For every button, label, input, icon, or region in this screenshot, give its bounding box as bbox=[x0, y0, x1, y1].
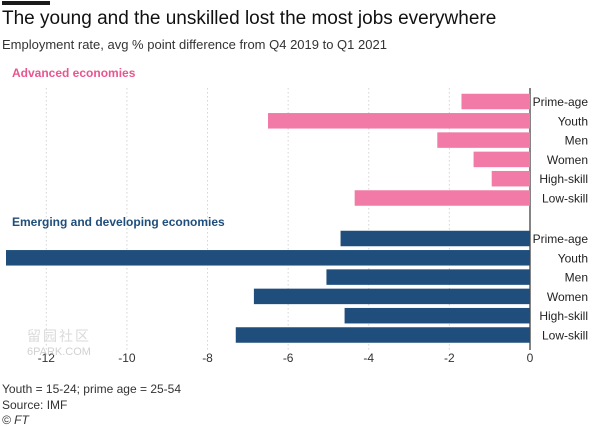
bar-advanced-prime-age bbox=[461, 93, 530, 110]
category-label: Men bbox=[565, 134, 588, 148]
category-label: Youth bbox=[558, 114, 588, 128]
bar-advanced-women bbox=[473, 151, 530, 168]
bar-emerging-men bbox=[326, 269, 530, 285]
bar-emerging-youth bbox=[6, 250, 530, 266]
category-label: Low-skill bbox=[542, 329, 588, 343]
source-note: Source: IMF bbox=[2, 398, 68, 412]
category-label: Men bbox=[565, 271, 588, 285]
x-tick-label: -8 bbox=[202, 351, 213, 365]
category-label: High-skill bbox=[539, 309, 588, 323]
category-label: Youth bbox=[558, 251, 588, 265]
x-tick-label: 0 bbox=[527, 351, 534, 365]
group-label-advanced: Advanced economies bbox=[12, 66, 136, 80]
bar-advanced-youth bbox=[268, 113, 530, 129]
bar-emerging-high-skill bbox=[344, 307, 530, 324]
x-tick-label: -12 bbox=[38, 351, 56, 365]
category-label: Prime-age bbox=[533, 232, 589, 246]
bar-emerging-low-skill bbox=[235, 327, 530, 343]
group-label-emerging: Emerging and developing economies bbox=[12, 215, 225, 229]
category-label: Women bbox=[547, 290, 588, 304]
category-label: Women bbox=[547, 153, 588, 167]
bar-advanced-high-skill bbox=[491, 170, 530, 187]
bar-advanced-men bbox=[437, 132, 530, 148]
watermark: 留园社区 6PARK.COM bbox=[14, 326, 104, 358]
chart-subtitle: Employment rate, avg % point difference … bbox=[2, 37, 387, 52]
bar-emerging-women bbox=[253, 288, 530, 305]
category-label: Prime-age bbox=[533, 95, 589, 109]
x-tick-label: -2 bbox=[444, 351, 455, 365]
bar-emerging-prime-age bbox=[340, 230, 530, 247]
x-tick-label: -6 bbox=[283, 351, 294, 365]
chart-title: The young and the unskilled lost the mos… bbox=[2, 8, 497, 29]
category-label: Low-skill bbox=[542, 192, 588, 206]
watermark-site: 6PARK.COM bbox=[27, 346, 91, 358]
x-tick-label: -4 bbox=[363, 351, 374, 365]
x-tick-label: -10 bbox=[118, 351, 136, 365]
category-label: High-skill bbox=[539, 172, 588, 186]
top-accent-bar bbox=[2, 1, 50, 5]
credit-note: © FT bbox=[2, 413, 29, 427]
footnote: Youth = 15-24; prime age = 25-54 bbox=[2, 382, 182, 396]
bar-advanced-low-skill bbox=[354, 190, 530, 206]
watermark-glyphs: 留园社区 bbox=[27, 328, 91, 344]
